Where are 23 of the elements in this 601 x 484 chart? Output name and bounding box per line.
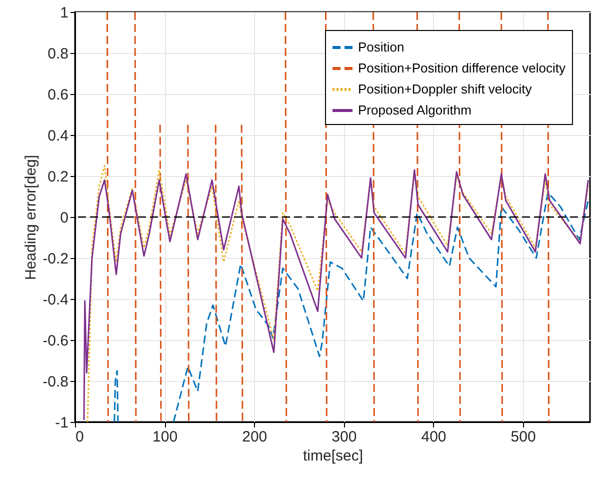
y-tick-label: -1: [55, 414, 68, 432]
legend-label: Position+Position difference velocity: [358, 60, 566, 76]
legend-label: Position: [358, 40, 404, 54]
y-tick-label: 1: [60, 4, 68, 22]
y-tick-label: 0.6: [48, 86, 68, 104]
legend-label: Proposed Algorithm: [358, 102, 472, 118]
y-axis-title: Heading error[deg]: [22, 154, 40, 280]
x-tick-label: 0: [76, 428, 84, 446]
y-tick-label: -0.4: [42, 292, 68, 308]
y-tick-label: -0.8: [42, 374, 68, 390]
legend-label: Position+Doppler shift velocity: [358, 82, 532, 96]
x-tick-label: 200: [242, 428, 268, 446]
x-tick-label: 300: [332, 428, 357, 446]
y-tick-label: 0: [60, 210, 68, 226]
x-axis-title: time[sec]: [302, 448, 364, 464]
x-tick-label: 100: [152, 428, 178, 446]
x-tick-label: 400: [421, 428, 446, 446]
x-tick-label: 500: [510, 428, 536, 446]
y-tick-label: -0.2: [42, 250, 68, 268]
y-tick-label: 0.8: [48, 46, 68, 62]
y-tick-label: -0.6: [42, 332, 68, 350]
y-tick-label: 0.4: [48, 128, 68, 144]
y-tick-label: 0.2: [48, 168, 68, 186]
